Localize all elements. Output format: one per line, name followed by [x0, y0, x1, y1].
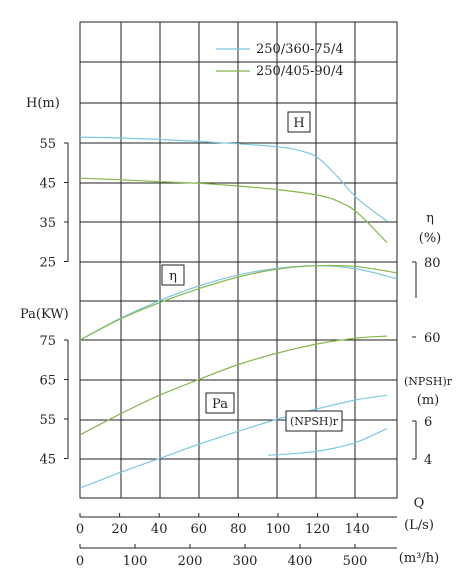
pa-axis-tick-label: 65	[39, 374, 56, 389]
x-axis-tick-label: 40	[151, 522, 168, 537]
x2-axis-tick-label: 200	[178, 554, 203, 569]
h-curve-label-box	[287, 111, 311, 133]
pa-axis-tick-label: 75	[39, 334, 56, 349]
series-h-250-405-90-4	[79, 177, 388, 243]
eff-axis-tick-label: 80	[424, 256, 441, 271]
x-axis-tick-label: 140	[345, 522, 370, 537]
pa-axis-tick-label: 55	[39, 413, 56, 428]
x2-axis-tick-label: 500	[343, 554, 368, 569]
npsh-axis-tick-label: 6	[424, 415, 432, 430]
x-axis-tick-label: 100	[266, 522, 291, 537]
pa-axis-tick-label: 45	[39, 453, 56, 468]
curve-labels: H η Pa (NPSH)r	[161, 111, 343, 432]
eff-axis-unit: (%)	[419, 231, 442, 246]
legend-label-1: 250/360-75/4	[256, 42, 344, 57]
h-axis-tick-label: 35	[39, 216, 56, 231]
x-axis-tick-label: 120	[305, 522, 330, 537]
h-axis-tick-label: 25	[39, 256, 56, 271]
chart-curves	[79, 136, 397, 489]
x-axis-tick-label: 20	[111, 522, 128, 537]
x-axis-tick-label: 0	[76, 522, 84, 537]
pa-axis-title: Pa(KW)	[20, 307, 69, 322]
eta-curve-label-box	[161, 264, 185, 286]
x2-axis-unit: (m³/h)	[399, 551, 439, 566]
npsh-curve-label-box	[285, 410, 343, 432]
x2-axis-tick-label: 100	[123, 554, 148, 569]
series-npshr-250-360-75-4	[268, 428, 388, 456]
x-axis-unit: (L/s)	[404, 518, 434, 533]
h-axis-title: H(m)	[26, 96, 60, 111]
series-eta-250-360-75-4	[79, 265, 397, 341]
eta-curve-label: η	[169, 269, 177, 284]
npsh-curve-label: (NPSH)r	[290, 415, 339, 428]
h-curve-label: H	[293, 116, 304, 131]
npsh-axis-title: (NPSH)r	[404, 375, 453, 388]
pa-curve-label-box	[205, 392, 235, 414]
eff-axis-tick-label: 60	[424, 331, 441, 346]
x-axis-title: Q	[414, 496, 425, 511]
pa-curve-label: Pa	[212, 397, 228, 412]
npsh-axis-tick-label: 4	[424, 453, 432, 468]
series-h-250-360-75-4	[79, 136, 388, 222]
x-axis-tick-label: 60	[191, 522, 208, 537]
eff-axis-title: η	[426, 211, 434, 226]
npsh-axis-unit: (m)	[417, 393, 439, 408]
x2-axis-tick-label: 0	[76, 554, 84, 569]
x-axis-tick-label: 80	[230, 522, 247, 537]
h-axis-tick-label: 45	[39, 177, 56, 192]
series-pa-250-405-90-4	[79, 335, 387, 436]
chart-grid	[79, 21, 398, 499]
legend-label-2: 250/405-90/4	[256, 64, 344, 79]
x2-axis-tick-label: 300	[233, 554, 258, 569]
x2-axis-tick-label: 400	[288, 554, 313, 569]
series-eta-250-405-90-4	[79, 264, 397, 341]
series-pa-250-360-75-4	[79, 394, 387, 489]
h-axis-tick-label: 55	[39, 137, 56, 152]
legend: 250/360-75/4 250/405-90/4	[216, 42, 344, 79]
